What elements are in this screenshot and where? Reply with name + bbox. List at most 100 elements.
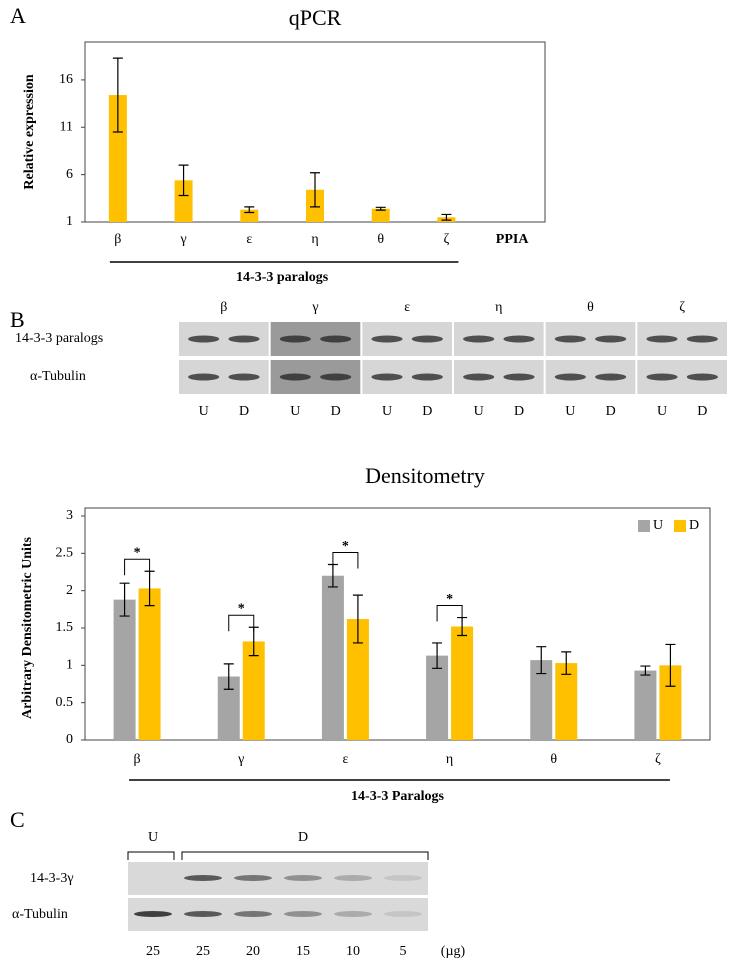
bar [555,663,578,740]
blot-lane-label: 10 [346,944,360,959]
blot-band [384,875,422,881]
blot-lane-label: D [514,404,524,419]
bar [108,95,127,222]
significance-bracket [332,552,359,569]
error-bar [112,57,123,133]
significance-bracket [436,605,463,622]
blot-group-label: U [148,830,158,845]
blot-lane-label: D [697,404,707,419]
group-bracket [127,851,175,860]
blot-band [320,335,352,343]
blot-band [371,373,403,381]
group-bracket [181,851,429,860]
blot-band [334,911,372,917]
significance-mark: * [238,601,245,616]
blot-band [228,335,260,343]
blot-band [384,911,422,917]
y-tick-label: 6 [66,167,73,182]
blot-band [503,335,535,343]
bar [113,599,136,740]
x-tick-label: η [311,232,318,247]
blot-lane-label: 20 [246,944,260,959]
x-tick-label: ζ [655,752,661,767]
blot-band [554,335,586,343]
significance-mark: * [446,592,453,607]
chart-title: qPCR [289,5,342,30]
bar [659,665,682,740]
x-tick-label: θ [377,232,384,247]
error-bar [223,663,234,690]
significance-mark: * [342,539,349,554]
blot-band [503,373,535,381]
blot-lane-label: D [422,404,432,419]
legend-swatch [674,520,686,532]
significance-bracket [124,558,151,576]
significance-mark: * [134,545,141,560]
blot-lane-label: 5 [400,944,407,959]
blot-band [134,911,172,917]
blot-column-label: γ [311,300,318,315]
blot-lane-label: D [331,404,341,419]
bar [451,626,474,740]
error-bar [244,206,255,214]
y-tick-label: 16 [59,72,73,87]
x-axis-label: 14-3-3 paralogs [236,270,329,285]
x-tick-label: γ [237,752,244,767]
blot-band [320,373,352,381]
error-bar [536,646,547,675]
blot-panel [128,862,428,895]
error-bar [665,643,676,687]
y-tick-label: 2.5 [56,546,74,561]
blot-lane-label: 25 [196,944,210,959]
blot-lane-label: (µg) [441,944,466,959]
blot-band [646,373,678,381]
blot-band [184,911,222,917]
x-tick-label: β [114,232,121,247]
blot-row-label: α-Tubulin [30,369,86,384]
error-bar [441,213,452,221]
y-tick-label: 0 [66,732,73,747]
x-tick-label: ε [342,752,348,767]
significance-bracket [228,614,255,632]
y-axis-label: Arbitrary Densitometric Units [20,536,35,719]
y-tick-label: 0.5 [56,695,74,710]
blot-row-label: α-Tubulin [12,907,68,922]
legend-label: D [689,518,699,533]
y-tick-label: 1.5 [56,620,74,635]
x-tick-label: γ [179,232,186,247]
blot-panel [128,898,428,931]
blot-band [188,373,220,381]
bar [530,660,553,740]
blot-band [686,335,718,343]
x-tick-label: θ [550,752,557,767]
bar [321,575,344,740]
y-tick-label: 11 [60,119,73,134]
x-tick-label: η [446,752,453,767]
blot-row-label: 14-3-3γ [30,871,74,886]
legend-label: U [653,518,663,533]
blot-band [334,875,372,881]
y-axis-label: Relative expression [22,74,37,189]
error-bar [178,164,189,197]
bar [138,588,161,740]
blot-column-label: β [220,300,227,315]
blot-band [234,911,272,917]
y-tick-label: 3 [66,508,73,523]
blot-band [371,335,403,343]
blot-band [686,373,718,381]
blot-lane-label: D [239,404,249,419]
blot-band [463,373,495,381]
bar [217,676,240,740]
error-bar [640,665,651,676]
blot-band [228,373,260,381]
blot-band [188,335,220,343]
x-tick-label: PPIA [496,232,530,247]
error-bar [432,642,443,669]
panel-label: A [10,3,26,28]
bar [634,670,657,740]
blot-band [284,875,322,881]
panel-label: C [10,807,25,832]
blot-column-label: η [495,300,502,315]
blot-band [595,373,627,381]
